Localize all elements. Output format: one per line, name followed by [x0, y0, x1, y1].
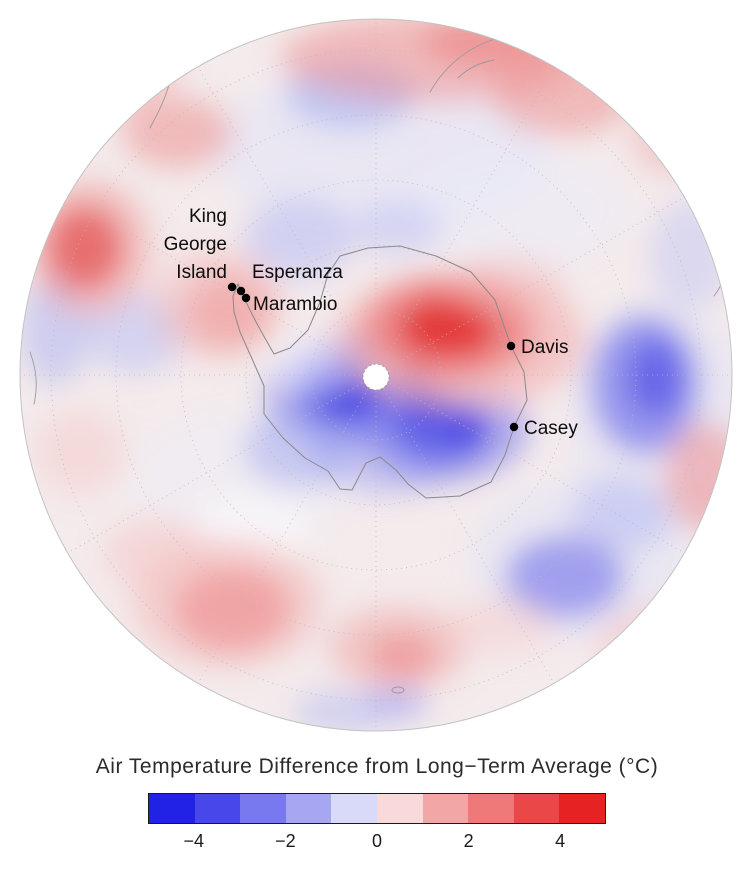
colorbar-scale: [148, 793, 606, 824]
colorbar-tick-label: −4: [183, 831, 205, 851]
globe-rim: [19, 18, 733, 732]
anomaly-field: [20, 19, 732, 731]
latitude-circle: [50, 49, 702, 701]
colorbar-segment: [194, 794, 241, 823]
colorbar: −4 −2 0 2 4: [148, 793, 606, 857]
south-polar-map: King George Island Esperanza Marambio Davis Ca…: [19, 18, 733, 732]
stations-layer: King George Island Esperanza Marambio Davis Ca…: [164, 206, 579, 439]
station-label-king-george-island: George: [164, 234, 227, 255]
colorbar-segment: [559, 794, 605, 823]
coastline-fragment-left-edge: [29, 351, 37, 405]
station-dot-marambio: [241, 293, 251, 303]
colorbar-tick-label: 4: [555, 831, 566, 851]
station-label-king-george-island: King: [189, 206, 227, 227]
station-dot-davis: [506, 341, 516, 351]
colorbar-segment: [513, 794, 560, 823]
colorbar-segment: [376, 794, 423, 823]
colorbar-tick-label: −2: [275, 831, 296, 851]
station-label-davis: Davis: [521, 337, 569, 358]
pole-hole: [362, 363, 390, 391]
station-label-casey: Casey: [524, 418, 578, 439]
station-label-king-george-island: Island: [176, 262, 227, 283]
latitude-circle: [310, 309, 442, 441]
station-label-esperanza: Esperanza: [252, 262, 343, 283]
antarctica-coastline: [232, 245, 528, 499]
station-dot-esperanza: [236, 286, 246, 296]
colorbar-title: Air Temperature Difference from Long−Ter…: [95, 755, 659, 778]
small-island: [391, 686, 405, 694]
colorbar-segment: [240, 794, 286, 823]
colorbar-segment: [422, 794, 469, 823]
colorbar-tick-label: 2: [463, 831, 474, 851]
station-dot-casey: [509, 422, 519, 432]
colorbar-tick-label: 0: [371, 831, 383, 851]
coastline-fragment-lower-left: [95, 611, 103, 633]
latitude-circle: [115, 114, 637, 636]
colorbar-segment: [331, 794, 377, 823]
latitude-circle: [245, 244, 507, 506]
colorbar-segment: [468, 794, 514, 823]
station-label-marambio: Marambio: [253, 294, 337, 315]
graticule: [21, 20, 731, 730]
station-dot-king-george-island: [227, 282, 237, 292]
colorbar-segment: [149, 794, 195, 823]
latitude-circle: [180, 179, 572, 571]
colorbar-segment: [285, 794, 332, 823]
